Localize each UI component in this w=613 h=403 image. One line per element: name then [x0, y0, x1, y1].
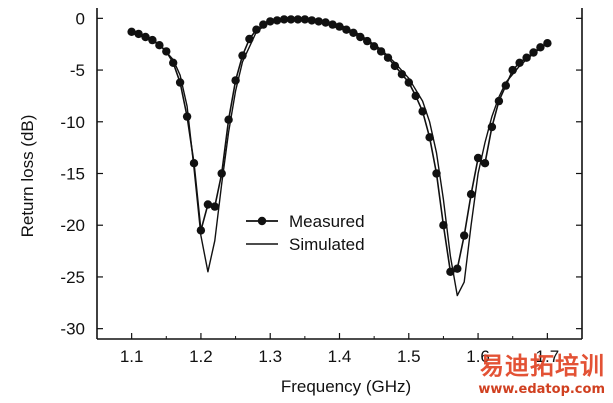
series-measured-point	[127, 27, 136, 36]
series-measured-point	[425, 133, 434, 142]
x-tick-label: 1.6	[466, 347, 490, 366]
series-measured-point	[466, 190, 476, 199]
series-measured-point	[453, 264, 462, 273]
series-measured-point	[307, 16, 316, 25]
y-tick-label: 0	[76, 9, 85, 28]
series-measured-point	[473, 153, 483, 163]
x-tick-label: 1.1	[120, 347, 144, 366]
y-axis-ticks: 0 -5 -10 -15 -20 -25 -30	[60, 9, 582, 339]
watermark-logo-text: 易迪拓培训	[480, 352, 605, 380]
series-measured-point	[383, 53, 393, 62]
series-measured-point	[522, 53, 531, 62]
legend: Measured Simulated	[246, 212, 365, 254]
x-axis-ticks: 1.1 1.2 1.3 1.4 1.5 1.6 1.7	[120, 333, 559, 366]
series-measured-point	[480, 159, 490, 168]
y-tick-label: -10	[60, 113, 85, 132]
legend-measured-marker	[257, 216, 267, 226]
series-measured-point	[182, 112, 192, 121]
x-tick-label: 1.3	[258, 347, 282, 366]
y-tick-label: -30	[60, 320, 85, 339]
series-measured-point	[460, 231, 469, 240]
x-tick-label: 1.2	[189, 347, 213, 366]
y-tick-label: -20	[60, 216, 85, 235]
y-tick-label: -5	[70, 61, 85, 80]
series-layer	[127, 15, 552, 297]
x-axis-title: Frequency (GHz)	[281, 377, 411, 396]
y-tick-label: -25	[60, 268, 85, 287]
y-axis-title: Return loss (dB)	[18, 115, 37, 238]
series-measured-point	[252, 25, 261, 34]
legend-measured-label: Measured	[289, 212, 365, 231]
series-measured-point	[390, 61, 400, 71]
series-measured-point	[210, 202, 219, 211]
watermark-url: www.edatop.com	[478, 382, 605, 397]
series-measured-point	[259, 20, 268, 29]
series-measured-point	[356, 32, 365, 42]
series-measured-line	[131, 18, 548, 273]
series-measured-point	[376, 47, 386, 56]
y-tick-label: -15	[60, 165, 85, 184]
x-tick-label: 1.4	[328, 347, 352, 366]
series-measured-point	[369, 42, 379, 51]
x-tick-label: 1.7	[536, 347, 560, 366]
x-tick-label: 1.5	[397, 347, 421, 366]
series-measured-point	[203, 200, 213, 209]
series-measured-point	[404, 78, 413, 87]
series-measured-point	[439, 221, 448, 230]
series-simulated-line	[131, 18, 548, 297]
legend-simulated-label: Simulated	[289, 235, 365, 254]
series-measured-point	[217, 169, 226, 178]
